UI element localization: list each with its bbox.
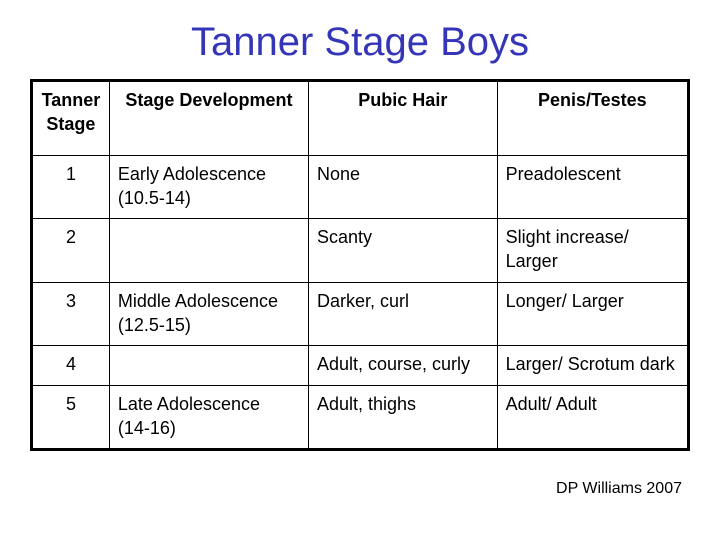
cell-dev-sub: (14-16) (118, 416, 300, 440)
cell-pt: Slight increase/ Larger (497, 219, 688, 283)
cell-dev-sub: (12.5-15) (118, 313, 300, 337)
col-header-stage: Tanner Stage (32, 81, 110, 156)
cell-pt: Larger/ Scrotum dark (497, 346, 688, 385)
table-row: 4 Adult, course, curly Larger/ Scrotum d… (32, 346, 689, 385)
table-header-row: Tanner Stage Stage Development Pubic Hai… (32, 81, 689, 156)
footer-credit: DP Williams 2007 (556, 480, 682, 498)
cell-stage: 5 (32, 385, 110, 450)
tanner-stage-table: Tanner Stage Stage Development Pubic Hai… (30, 79, 690, 451)
cell-dev (109, 346, 308, 385)
cell-hair: Adult, thighs (308, 385, 497, 450)
cell-dev-main: Early Adolescence (118, 162, 300, 186)
col-header-dev: Stage Development (109, 81, 308, 156)
cell-stage: 1 (32, 155, 110, 219)
table-row: 5 Late Adolescence (14-16) Adult, thighs… (32, 385, 689, 450)
cell-dev (109, 219, 308, 283)
cell-stage: 3 (32, 282, 110, 346)
cell-dev: Middle Adolescence (12.5-15) (109, 282, 308, 346)
slide-title: Tanner Stage Boys (30, 20, 690, 65)
table-row: 1 Early Adolescence (10.5-14) None Pread… (32, 155, 689, 219)
cell-dev-sub: (10.5-14) (118, 186, 300, 210)
col-header-hair: Pubic Hair (308, 81, 497, 156)
table-row: 2 Scanty Slight increase/ Larger (32, 219, 689, 283)
cell-hair: Adult, course, curly (308, 346, 497, 385)
cell-stage: 4 (32, 346, 110, 385)
cell-dev: Early Adolescence (10.5-14) (109, 155, 308, 219)
cell-pt: Adult/ Adult (497, 385, 688, 450)
cell-stage: 2 (32, 219, 110, 283)
col-header-pt: Penis/Testes (497, 81, 688, 156)
cell-hair: Darker, curl (308, 282, 497, 346)
cell-dev-main: Late Adolescence (118, 392, 300, 416)
cell-dev-main: Middle Adolescence (118, 289, 300, 313)
cell-hair: None (308, 155, 497, 219)
cell-hair: Scanty (308, 219, 497, 283)
cell-pt: Longer/ Larger (497, 282, 688, 346)
cell-pt: Preadolescent (497, 155, 688, 219)
slide: Tanner Stage Boys Tanner Stage Stage Dev… (0, 0, 720, 540)
table-row: 3 Middle Adolescence (12.5-15) Darker, c… (32, 282, 689, 346)
cell-dev: Late Adolescence (14-16) (109, 385, 308, 450)
